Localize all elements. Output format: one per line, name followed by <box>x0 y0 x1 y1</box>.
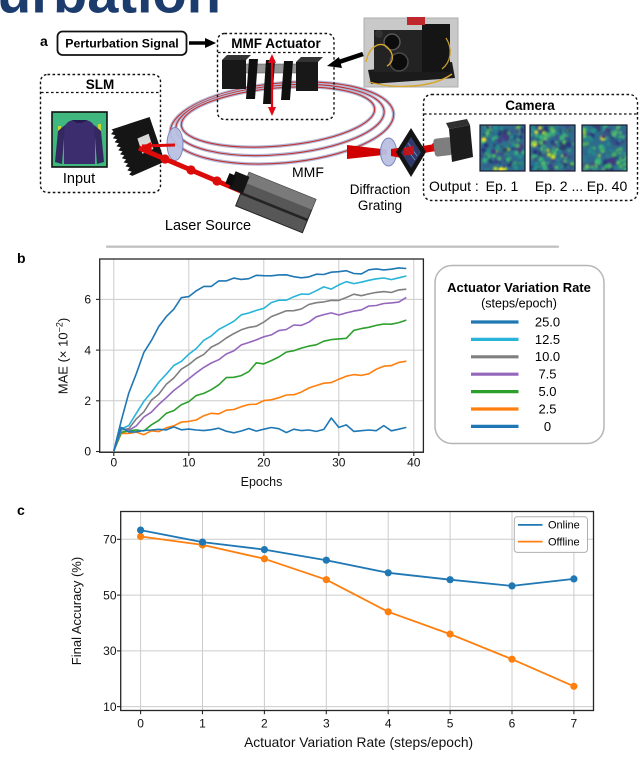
svg-text:5.0: 5.0 <box>538 384 556 399</box>
svg-text:10.0: 10.0 <box>535 349 560 364</box>
svg-text:10: 10 <box>103 700 117 714</box>
svg-text:4: 4 <box>84 343 91 357</box>
svg-text:Perturbation Signal: Perturbation Signal <box>65 37 178 51</box>
svg-text:Actuator Variation Rate: Actuator Variation Rate <box>447 280 591 295</box>
svg-text:Camera: Camera <box>505 98 555 113</box>
svg-text:20: 20 <box>257 456 271 470</box>
svg-text:MAE (× 10−2): MAE (× 10−2) <box>55 318 71 394</box>
svg-text:6: 6 <box>509 717 516 731</box>
svg-text:SLM: SLM <box>86 77 115 92</box>
svg-text:70: 70 <box>103 533 117 547</box>
svg-text:Output :: Output : <box>429 178 479 194</box>
svg-text:Ep. 1: Ep. 1 <box>486 178 519 194</box>
svg-text:0: 0 <box>544 419 551 434</box>
svg-text:30: 30 <box>332 456 346 470</box>
svg-text:1: 1 <box>199 717 206 731</box>
svg-text:Laser Source: Laser Source <box>165 218 251 234</box>
svg-text:Final Accuracy (%): Final Accuracy (%) <box>69 557 84 665</box>
svg-text:2: 2 <box>261 717 268 731</box>
svg-text:3: 3 <box>323 717 330 731</box>
svg-text:Input: Input <box>63 171 95 187</box>
svg-text:Ep. 40: Ep. 40 <box>587 178 628 194</box>
svg-text:Grating: Grating <box>358 198 402 213</box>
svg-text:50: 50 <box>103 588 117 602</box>
svg-text:7.5: 7.5 <box>538 367 556 382</box>
svg-text:Actuator Variation Rate (steps: Actuator Variation Rate (steps/epoch) <box>244 735 473 750</box>
svg-text:Offline: Offline <box>548 536 580 548</box>
svg-text:Diffraction: Diffraction <box>350 182 411 197</box>
svg-text:b: b <box>17 250 26 266</box>
svg-text:25.0: 25.0 <box>535 314 560 329</box>
svg-text:40: 40 <box>407 456 421 470</box>
svg-text:2.5: 2.5 <box>538 401 556 416</box>
svg-text:2: 2 <box>84 394 91 408</box>
svg-text:urbation: urbation <box>0 0 221 25</box>
svg-text:30: 30 <box>103 644 117 658</box>
svg-text:6: 6 <box>84 293 91 307</box>
svg-text:0: 0 <box>137 717 144 731</box>
svg-text:0: 0 <box>84 445 91 459</box>
svg-text:0: 0 <box>110 456 117 470</box>
svg-text:7: 7 <box>571 717 578 731</box>
svg-text:a: a <box>40 33 48 49</box>
svg-text:5: 5 <box>447 717 454 731</box>
svg-text:(steps/epoch): (steps/epoch) <box>481 297 557 311</box>
svg-text:10: 10 <box>182 456 196 470</box>
svg-text:12.5: 12.5 <box>535 332 560 347</box>
svg-text:Online: Online <box>548 520 580 532</box>
svg-text:MMF: MMF <box>292 164 324 180</box>
svg-text:c: c <box>17 502 25 518</box>
svg-text:MMF Actuator: MMF Actuator <box>231 36 321 51</box>
svg-text:4: 4 <box>385 717 392 731</box>
svg-text:Ep. 2 ...: Ep. 2 ... <box>535 178 583 194</box>
svg-text:Epochs: Epochs <box>241 475 283 489</box>
